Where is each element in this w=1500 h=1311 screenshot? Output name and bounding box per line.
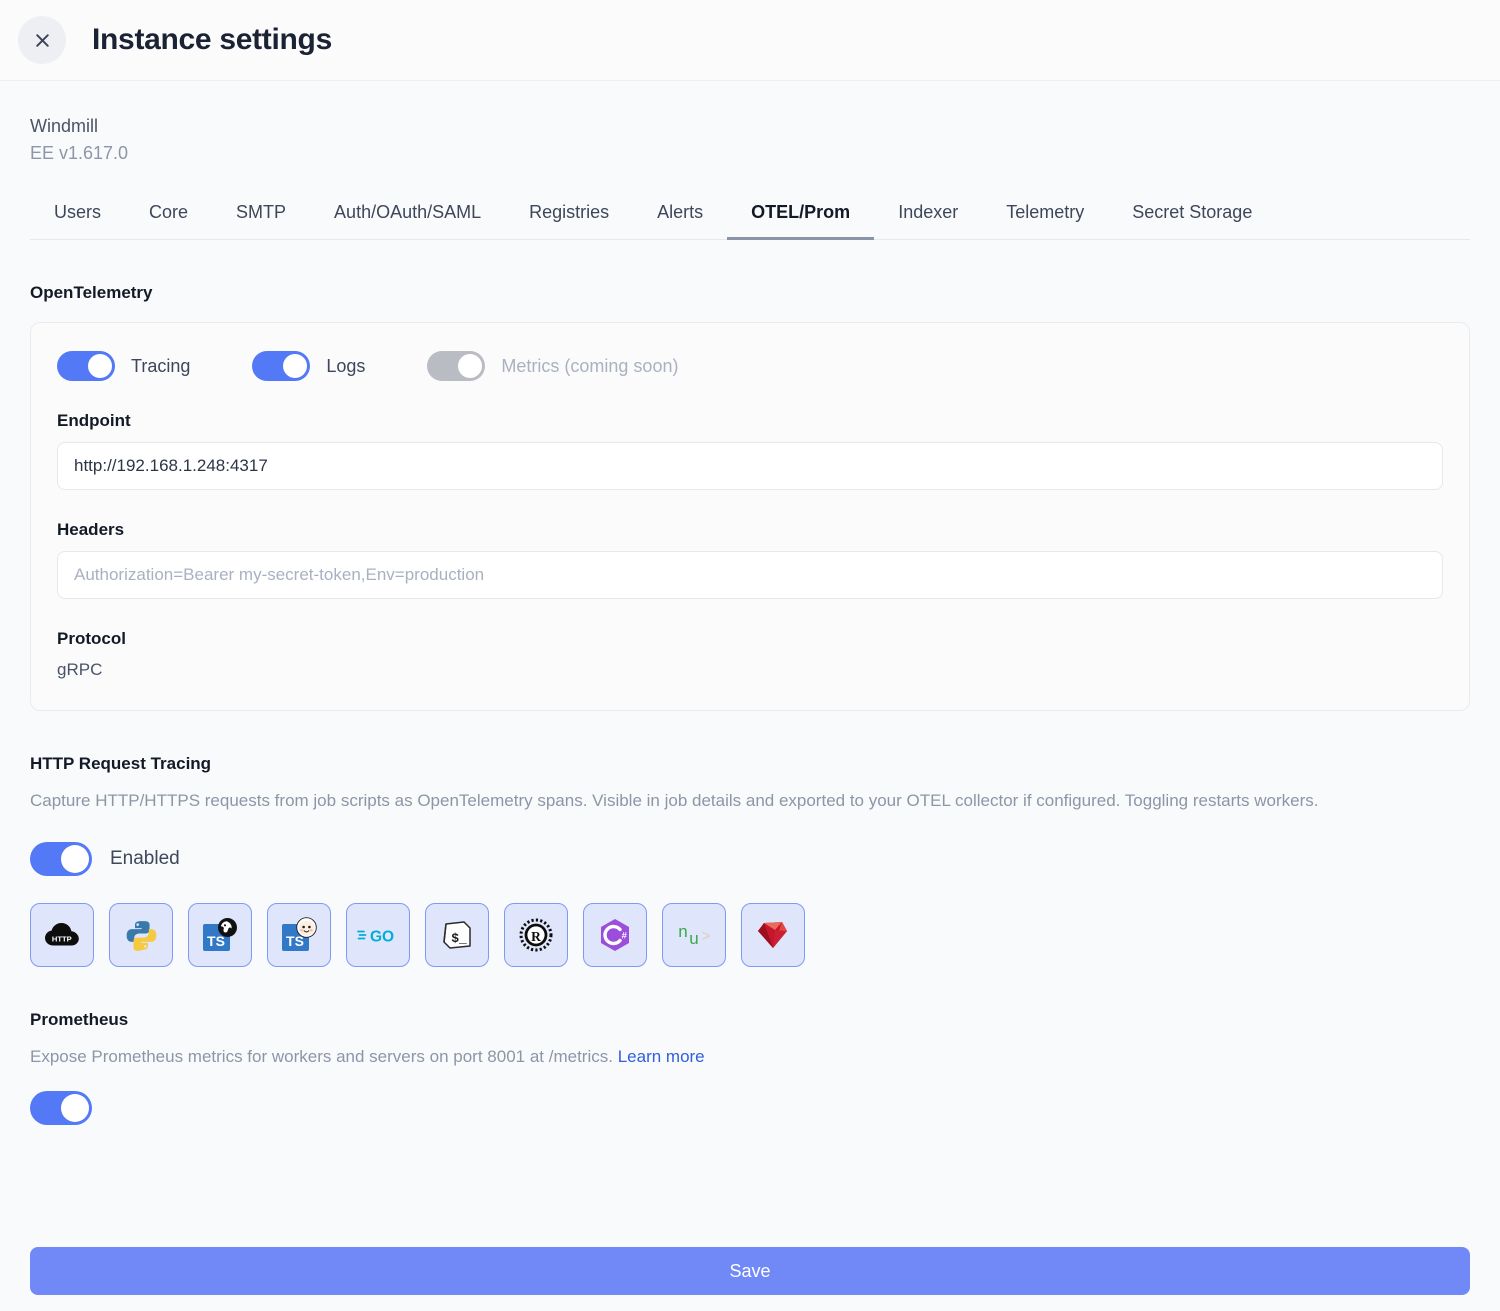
footer: Save (30, 1247, 1470, 1295)
tab-indexer[interactable]: Indexer (874, 194, 982, 240)
typescript-bun-icon[interactable]: TS (267, 903, 331, 968)
save-button[interactable]: Save (30, 1247, 1470, 1295)
svg-text:GO: GO (370, 929, 394, 946)
dialog-header: Instance settings (0, 0, 1500, 81)
tab-users[interactable]: Users (30, 194, 125, 240)
opentelemetry-heading: OpenTelemetry (30, 283, 153, 302)
settings-tabs: Users Core SMTP Auth/OAuth/SAML Registri… (30, 194, 1470, 240)
endpoint-label: Endpoint (57, 411, 131, 430)
prometheus-heading: Prometheus (30, 1010, 129, 1030)
http-request-tracing-heading: HTTP Request Tracing (30, 754, 212, 773)
svg-text:u: u (689, 929, 698, 948)
http-cloud-icon[interactable]: HTTP (30, 903, 94, 968)
headers-input[interactable] (57, 551, 1443, 599)
protocol-value: gRPC (57, 660, 103, 679)
tracing-toggle-label: Tracing (131, 355, 191, 376)
svg-text:n: n (678, 922, 687, 941)
page-title: Instance settings (92, 23, 332, 56)
http-tracing-toggle[interactable] (30, 842, 92, 877)
logs-toggle-group: Logs (252, 351, 365, 381)
svg-text:TS: TS (286, 933, 304, 949)
tab-smtp[interactable]: SMTP (212, 194, 310, 240)
bash-icon[interactable]: $_ (425, 903, 489, 968)
rust-icon[interactable]: R (504, 903, 568, 968)
nushell-icon[interactable]: n u > (662, 903, 726, 968)
protocol-label: Protocol (57, 629, 126, 648)
python-icon[interactable] (109, 903, 173, 968)
prometheus-description-text: Expose Prometheus metrics for workers an… (30, 1047, 613, 1067)
tab-registries[interactable]: Registries (505, 194, 633, 240)
prometheus-description: Expose Prometheus metrics for workers an… (30, 1044, 1420, 1070)
headers-label: Headers (57, 520, 125, 539)
prometheus-toggle-row (30, 1090, 1470, 1130)
logs-toggle[interactable] (252, 351, 311, 381)
http-tracing-toggle-label: Enabled (110, 848, 180, 870)
typescript-deno-icon[interactable]: TS (188, 903, 252, 968)
prometheus-toggle[interactable] (30, 1090, 92, 1125)
http-tracing-enabled-row: Enabled (30, 842, 1470, 877)
tracing-toggle[interactable] (57, 351, 115, 381)
tab-otel-prom[interactable]: OTEL/Prom (727, 194, 875, 240)
tab-telemetry[interactable]: Telemetry (982, 194, 1108, 240)
brand-block: Windmill EE v1.617.0 (30, 81, 1470, 167)
metrics-toggle-label: Metrics (coming soon) (501, 355, 679, 376)
tracing-toggle-group: Tracing (57, 351, 190, 381)
brand-name: Windmill (30, 116, 99, 136)
opentelemetry-card: Tracing Logs Metrics (coming soon) Endpo… (30, 322, 1470, 711)
tab-auth-oauth-saml[interactable]: Auth/OAuth/SAML (310, 194, 505, 240)
close-icon (34, 32, 51, 49)
brand-version: EE v1.617.0 (30, 143, 129, 163)
svg-text:TS: TS (207, 933, 225, 949)
metrics-toggle (427, 351, 486, 381)
opentelemetry-toggle-row: Tracing Logs Metrics (coming soon) (57, 351, 1443, 381)
prometheus-learn-more-link[interactable]: Learn more (617, 1047, 705, 1067)
svg-text:#: # (622, 931, 628, 942)
svg-text:R: R (531, 929, 541, 944)
go-icon[interactable]: GO (346, 903, 410, 968)
tab-core[interactable]: Core (125, 194, 212, 240)
close-button[interactable] (18, 16, 66, 64)
csharp-icon[interactable]: # (583, 903, 647, 968)
tab-secret-storage[interactable]: Secret Storage (1108, 194, 1276, 240)
svg-text:>: > (701, 928, 710, 945)
metrics-toggle-group: Metrics (coming soon) (427, 351, 678, 381)
tab-alerts[interactable]: Alerts (633, 194, 727, 240)
endpoint-input[interactable] (57, 442, 1443, 490)
http-request-tracing-description: Capture HTTP/HTTPS requests from job scr… (30, 791, 1319, 810)
svg-text:$_: $_ (451, 931, 467, 946)
logs-toggle-label: Logs (326, 355, 366, 376)
svg-text:HTTP: HTTP (52, 935, 72, 944)
ruby-icon[interactable] (741, 903, 805, 968)
language-tiles: HTTP TS (30, 903, 1470, 968)
